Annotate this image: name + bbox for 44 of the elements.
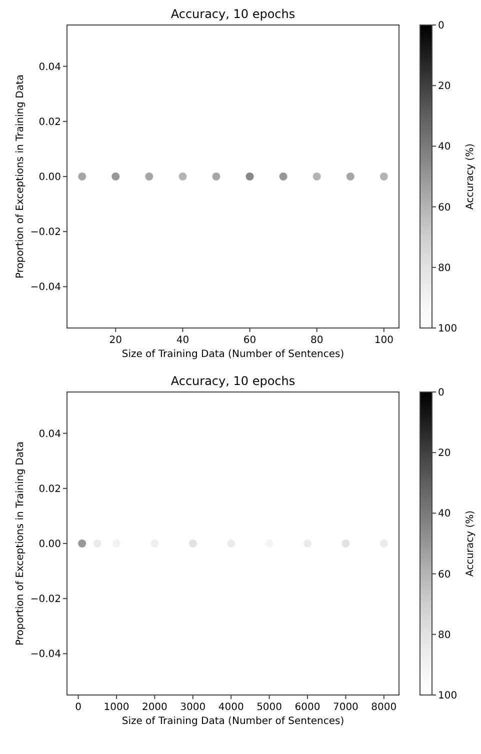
x-tick-label: 100 [374,335,394,346]
x-tick-label: 5000 [256,702,282,713]
y-tick-label: 0.00 [38,172,61,183]
color-bar-label: 40 [438,142,451,153]
x-axis-title: Size of Training Data (Number of Sentences) [122,716,344,727]
y-tick-label: 0.00 [38,539,61,550]
x-tick-label: 6000 [294,702,320,713]
y-tick-label: −0.02 [30,594,61,606]
color-bar-label: 80 [438,262,451,274]
y-tick-label: 0.04 [38,62,61,73]
color-bar-label: 60 [438,569,451,580]
color-bar-label: 100 [438,324,458,334]
chart-title: Accuracy, 10 epochs [170,7,296,21]
color-bar-label: 40 [438,508,451,520]
color-bar-title: Accuracy (%) [465,510,476,577]
color-bar-label: 100 [438,690,458,702]
x-axis-title: Size of Training Data (Number of Sentences) [122,349,344,360]
color-bar-label: 80 [438,630,451,641]
x-tick-label: 0 [75,702,82,713]
x-tick-label: 20 [109,335,122,346]
color-bar-label: 60 [438,202,451,214]
y-axis-title: Proportion of Exceptions in Training Data [15,441,26,646]
color-bar-label: 0 [438,20,444,32]
x-tick-label: 3000 [180,702,206,713]
x-tick-label: 2000 [142,702,168,713]
y-tick-label: −0.04 [30,282,61,294]
chart-title: Accuracy, 10 epochs [170,374,296,388]
color-bar-title: Accuracy (%) [465,143,476,210]
x-tick-label: 1000 [104,702,130,713]
x-tick-label: 8000 [371,702,397,713]
y-tick-label: 0.02 [38,116,61,128]
y-tick-label: 0.04 [38,428,61,440]
x-tick-label: 40 [176,335,190,346]
y-tick-label: −0.02 [30,227,61,238]
y-tick-label: 0.02 [38,484,61,495]
color-bar-label: 0 [438,388,444,398]
x-tick-label: 7000 [332,702,358,713]
x-tick-label: 4000 [218,702,244,713]
color-bar-label: 20 [438,81,451,92]
x-tick-label: 60 [243,335,256,346]
color-bar-label: 20 [438,448,451,460]
x-tick-label: 80 [310,335,324,346]
y-tick-label: −0.04 [30,649,61,660]
y-axis-title: Proportion of Exceptions in Training Data [15,74,26,279]
